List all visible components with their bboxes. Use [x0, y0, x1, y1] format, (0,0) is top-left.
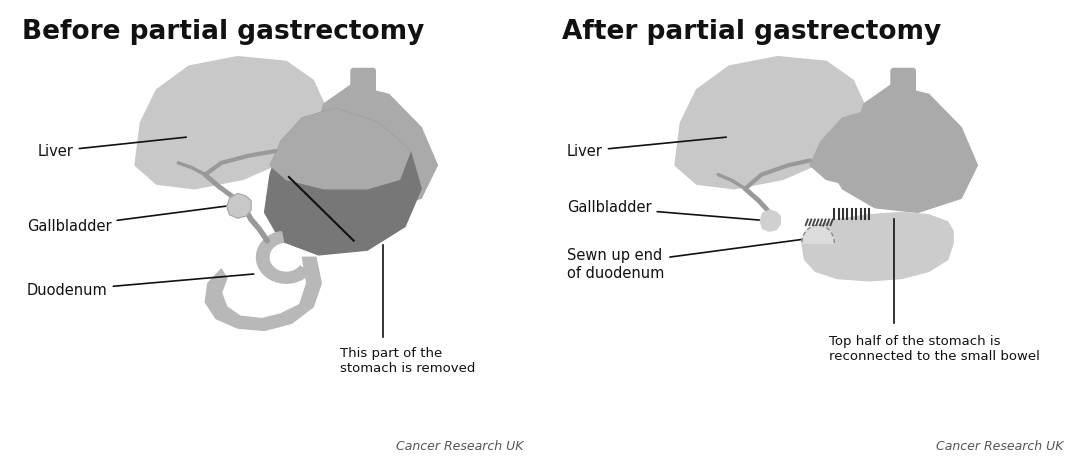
Polygon shape — [810, 109, 950, 189]
Polygon shape — [265, 109, 421, 255]
FancyBboxPatch shape — [891, 68, 916, 113]
Text: Gallbladder: Gallbladder — [27, 206, 229, 234]
Text: Sewn up end
of duodenum: Sewn up end of duodenum — [567, 239, 807, 280]
Text: Top half of the stomach is
reconnected to the small bowel: Top half of the stomach is reconnected t… — [829, 335, 1040, 363]
Text: Gallbladder: Gallbladder — [567, 200, 767, 221]
Text: Cancer Research UK: Cancer Research UK — [396, 440, 524, 453]
Text: Liver: Liver — [567, 137, 726, 159]
Polygon shape — [227, 194, 252, 218]
Polygon shape — [802, 225, 834, 243]
Text: Cancer Research UK: Cancer Research UK — [936, 440, 1064, 453]
Text: Liver: Liver — [38, 137, 186, 159]
Text: This part of the
stomach is removed: This part of the stomach is removed — [340, 347, 475, 375]
Polygon shape — [801, 212, 954, 281]
Text: After partial gastrectomy: After partial gastrectomy — [562, 19, 941, 45]
Polygon shape — [286, 85, 437, 212]
Polygon shape — [205, 257, 322, 330]
Polygon shape — [270, 109, 410, 189]
Polygon shape — [826, 85, 977, 212]
FancyBboxPatch shape — [351, 68, 376, 113]
Polygon shape — [257, 232, 310, 283]
Text: Duodenum: Duodenum — [27, 274, 254, 298]
Polygon shape — [675, 57, 864, 189]
Polygon shape — [760, 210, 780, 231]
Polygon shape — [135, 57, 324, 189]
Text: Before partial gastrectomy: Before partial gastrectomy — [22, 19, 424, 45]
